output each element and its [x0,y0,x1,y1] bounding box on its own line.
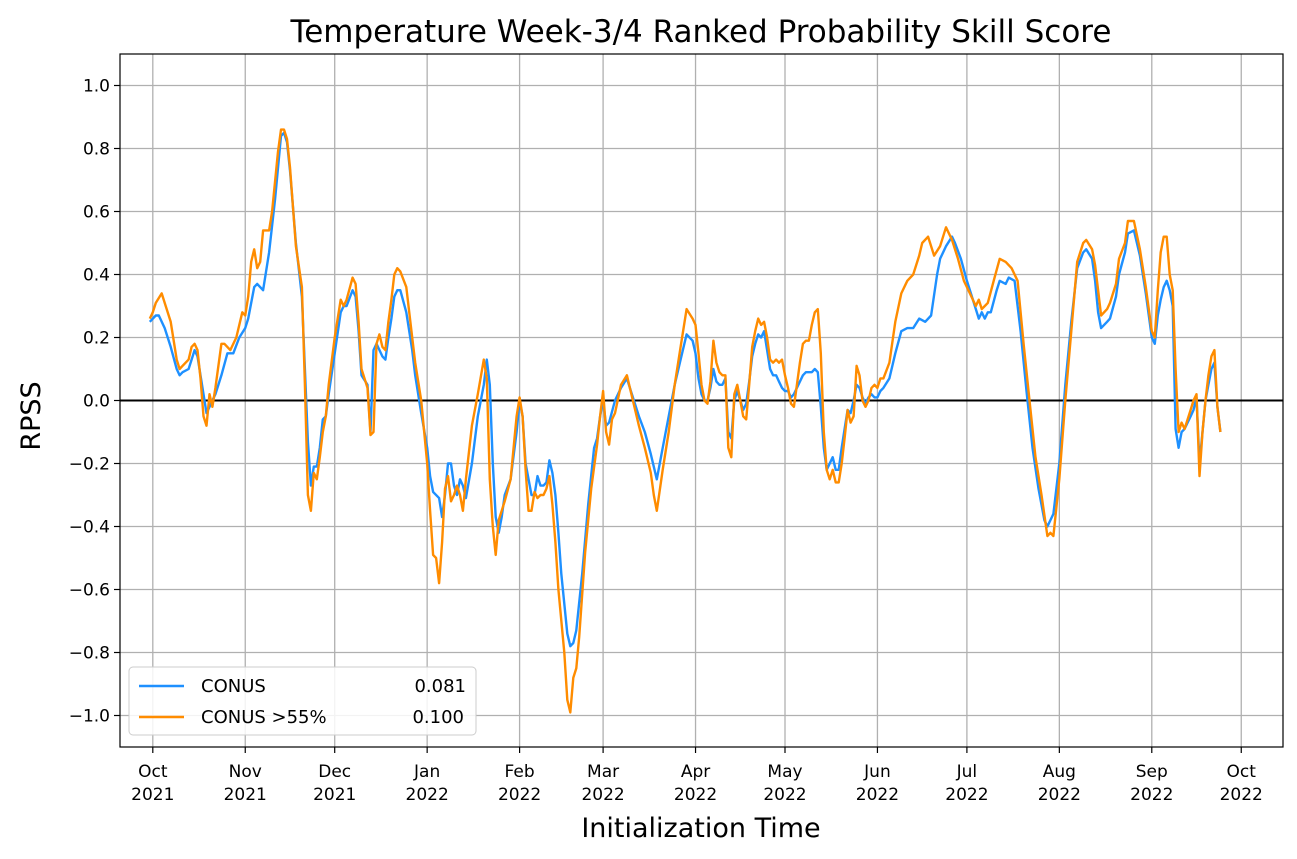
y-tick-label: 0.4 [83,266,110,286]
y-tick-label: −0.8 [69,644,110,664]
y-axis-ticks: −1.0 −0.8 −0.6 −0.4 −0.2 0.0 0.2 0.4 0.6 0.8 1.0 [69,77,120,727]
x-tick-year-label: 2021 [131,785,174,805]
legend-label-conus: CONUS [201,676,266,697]
y-tick-label: 0.8 [83,140,110,160]
x-tick-month-label: Jun [863,762,891,782]
x-tick-month-label: Jan [413,762,440,782]
y-tick-label: −1.0 [69,707,110,727]
x-tick-year-label: 2021 [313,785,356,805]
x-tick-month-label: Apr [681,762,710,782]
x-tick-year-label: 2021 [224,785,267,805]
x-axis-ticks: Oct 2021 Nov 2021 Dec 2021 Jan 2022 Feb 2022 Mar 20… [131,747,1263,805]
y-axis-label: RPSS [16,381,47,450]
series-lines [148,128,1222,714]
y-tick-label: −0.2 [69,455,110,475]
x-tick-year-label: 2022 [581,785,624,805]
x-axis-label: Initialization Time [581,813,820,844]
x-tick-month-label: Nov [229,762,262,782]
x-tick-month-label: Feb [505,762,535,782]
x-tick-month-label: Mar [587,762,619,782]
series-line-conus-55 [148,128,1222,714]
y-tick-label: −0.6 [69,581,110,601]
x-tick-year-label: 2022 [945,785,988,805]
x-tick-year-label: 2022 [1130,785,1173,805]
x-tick-month-label: May [767,762,802,782]
x-tick-month-label: Sep [1136,762,1168,782]
chart-title: Temperature Week-3/4 Ranked Probability … [290,14,1112,50]
legend-value-conus-55: 0.100 [412,707,464,728]
x-tick-month-label: Oct [138,762,168,782]
legend: CONUS 0.081 CONUS >55% 0.100 [128,666,477,736]
y-tick-label: 0.6 [83,203,110,223]
legend-box [128,666,477,736]
x-tick-year-label: 2022 [1038,785,1081,805]
x-tick-year-label: 2022 [498,785,541,805]
y-tick-label: 1.0 [83,77,110,97]
x-tick-year-label: 2022 [406,785,449,805]
x-tick-month-label: Oct [1227,762,1257,782]
x-tick-month-label: Dec [318,762,351,782]
x-tick-month-label: Jul [956,762,978,782]
legend-label-conus-55: CONUS >55% [201,707,327,728]
y-tick-label: 0.2 [83,329,110,349]
x-tick-year-label: 2022 [1220,785,1263,805]
y-tick-label: 0.0 [83,392,110,412]
y-tick-label: −0.4 [69,518,110,538]
x-tick-year-label: 2022 [763,785,806,805]
x-tick-year-label: 2022 [856,785,899,805]
x-tick-year-label: 2022 [674,785,717,805]
x-tick-month-label: Aug [1043,762,1076,782]
legend-value-conus: 0.081 [414,676,466,697]
